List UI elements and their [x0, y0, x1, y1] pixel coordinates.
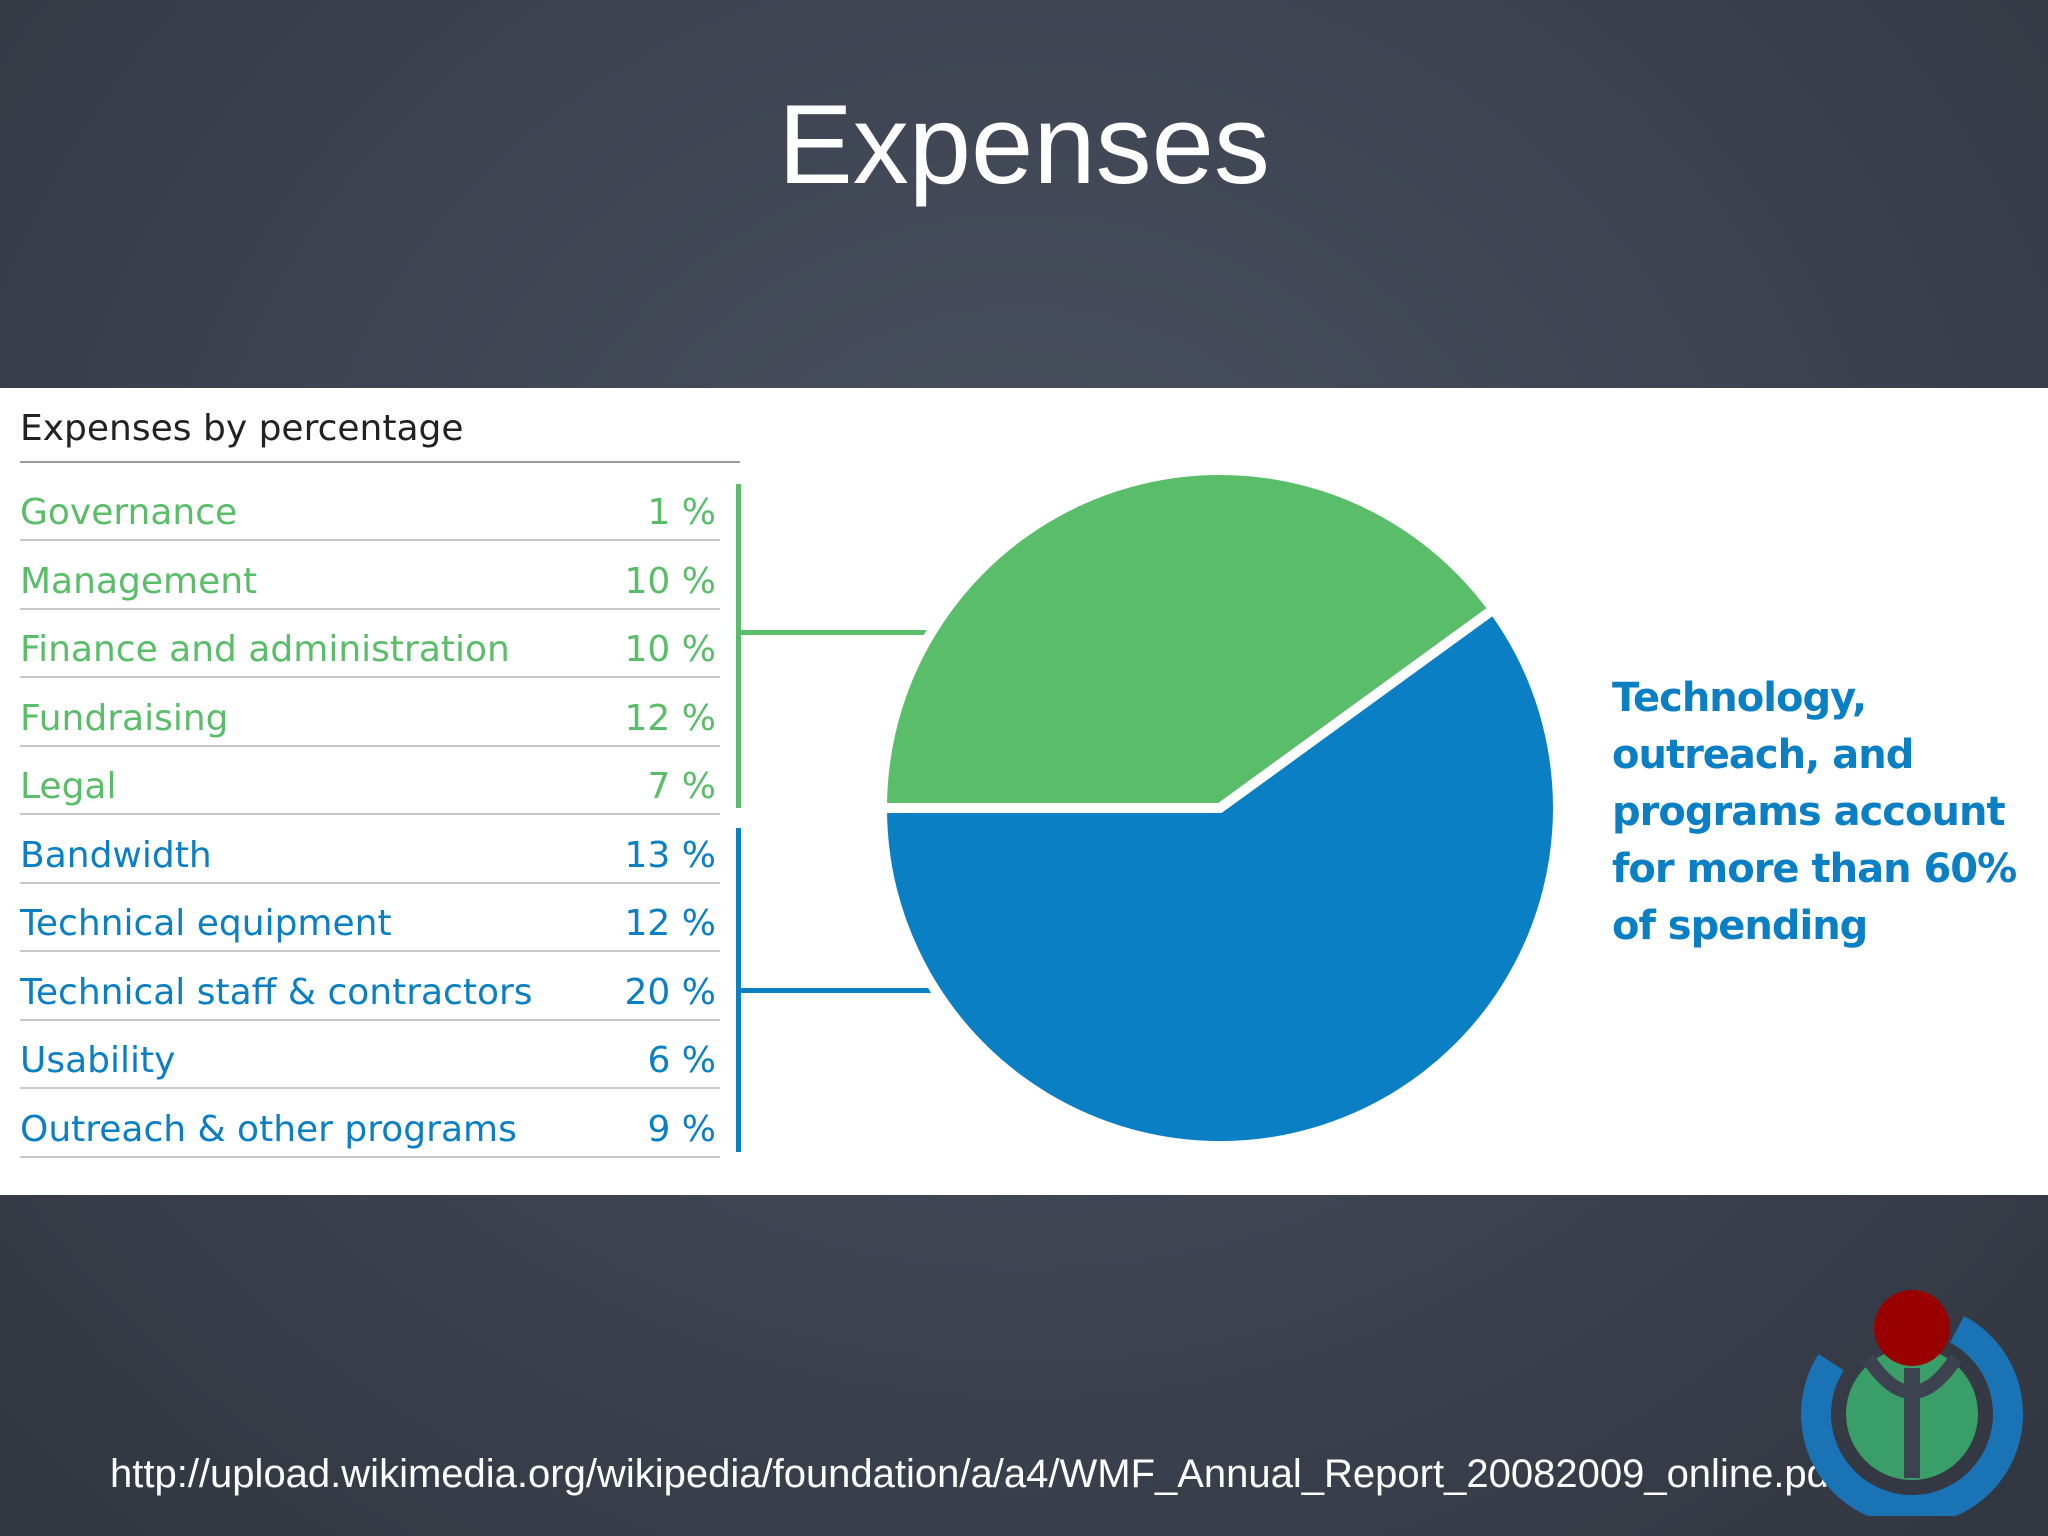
table-heading: Expenses by percentage: [20, 408, 464, 449]
row-label: Bandwidth: [20, 834, 212, 876]
pie-slice-0: [880, 468, 1501, 813]
table-row: Fundraising 12 %: [20, 679, 720, 747]
row-label: Technical equipment: [20, 903, 392, 944]
row-percent: 12 %: [624, 697, 716, 739]
chart-panel: Expenses by percentage Governance 1 % Man…: [0, 388, 2048, 1195]
row-label: Management: [20, 560, 258, 602]
slide-title: Expenses: [778, 82, 1270, 207]
row-label: Technical staff & contractors: [20, 971, 533, 1013]
row-percent: 6 %: [647, 1040, 716, 1081]
row-percent: 12 %: [624, 903, 716, 944]
row-percent: 13 %: [624, 834, 716, 876]
blue-group-bracket: [736, 828, 741, 1152]
green-group-bracket: [736, 484, 741, 808]
heading-divider: [20, 461, 740, 463]
source-url: http://upload.wikimedia.org/wikipedia/fo…: [110, 1452, 1841, 1496]
table-row: Legal 7 %: [20, 747, 720, 815]
row-label: Legal: [20, 766, 117, 807]
row-percent: 1 %: [647, 492, 716, 533]
row-label: Outreach & other programs: [20, 1108, 517, 1150]
green-group-connector: [740, 630, 940, 635]
table-row: Technical staff & contractors 20 %: [20, 953, 720, 1021]
table-row: Technical equipment 12 %: [20, 884, 720, 952]
table-row: Outreach & other programs 9 %: [20, 1090, 720, 1158]
row-label: Governance: [20, 492, 238, 533]
row-label: Usability: [20, 1040, 176, 1081]
table-row: Finance and administration 10 %: [20, 610, 720, 678]
table-row: Bandwidth 13 %: [20, 816, 720, 884]
row-percent: 7 %: [647, 766, 716, 807]
blue-group-connector: [740, 988, 940, 993]
row-percent: 9 %: [647, 1108, 716, 1150]
row-label: Finance and administration: [20, 629, 510, 670]
row-percent: 10 %: [624, 560, 716, 602]
pie-slice-1: [880, 602, 1560, 1148]
expenses-pie-chart: [880, 468, 1560, 1148]
row-percent: 20 %: [624, 971, 716, 1013]
row-label: Fundraising: [20, 697, 229, 739]
row-percent: 10 %: [624, 629, 716, 670]
spending-note: Technology, outreach, and programs accou…: [1612, 675, 2017, 949]
wikimedia-logo: [1801, 1290, 2023, 1516]
table-row: Usability 6 %: [20, 1021, 720, 1089]
table-row: Management 10 %: [20, 542, 720, 610]
table-row: Governance 1 %: [20, 473, 720, 541]
